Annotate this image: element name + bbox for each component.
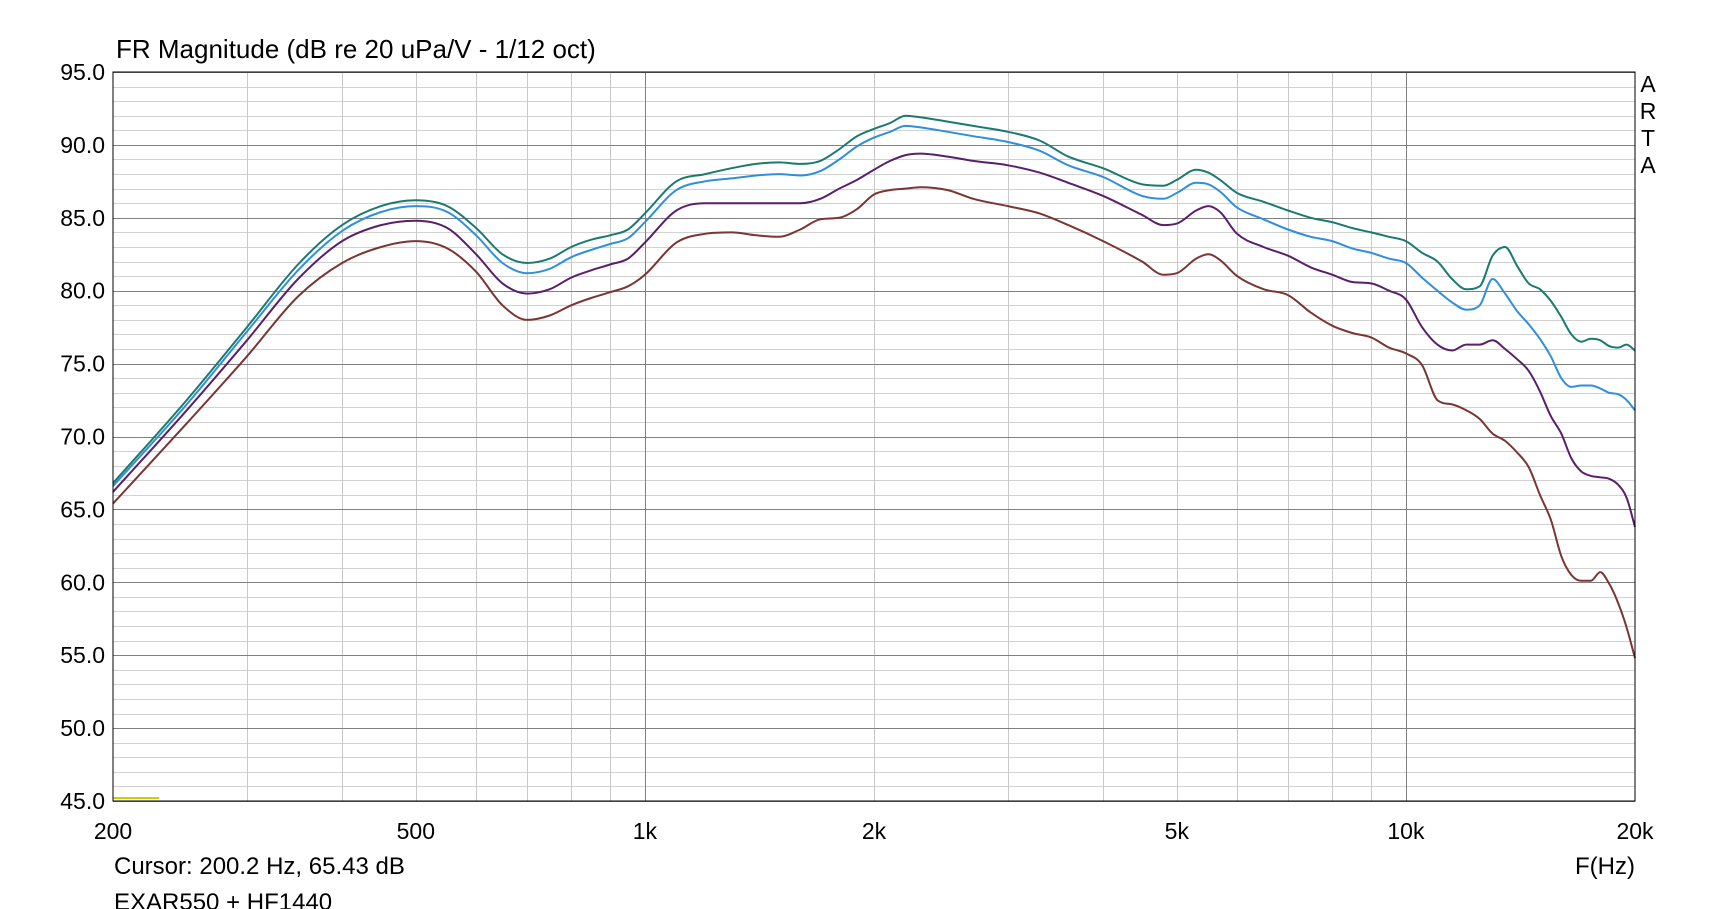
y-tick-label: 45.0 <box>60 788 105 814</box>
y-tick-label: 90.0 <box>60 132 105 158</box>
watermark-letter: R <box>1640 98 1657 124</box>
y-tick-label: 95.0 <box>60 59 105 85</box>
y-tick-label: 65.0 <box>60 496 105 522</box>
x-tick-label: 5k <box>1165 818 1190 844</box>
x-tick-label: 200 <box>94 818 132 844</box>
series-line-1 <box>112 114 1636 484</box>
y-tick-label: 80.0 <box>60 278 105 304</box>
y-tick-label: 75.0 <box>60 351 105 377</box>
y-tick-label: 55.0 <box>60 642 105 668</box>
plot-frame <box>112 71 1636 802</box>
y-tick-label: 60.0 <box>60 569 105 595</box>
major-grid <box>113 72 1635 802</box>
x-tick-label: 20k <box>1616 818 1654 844</box>
watermark-letter: A <box>1640 71 1656 97</box>
series-line-4 <box>112 186 1636 659</box>
x-tick-label: 10k <box>1387 818 1425 844</box>
y-tick-label: 50.0 <box>60 715 105 741</box>
minor-grid <box>113 72 1635 801</box>
x-axis-label: F(Hz) <box>1575 853 1635 880</box>
x-tick-labels: 200 500 1k 2k 5k 10k 20k <box>94 818 1654 844</box>
y-tick-label: 85.0 <box>60 205 105 231</box>
x-tick-label: 500 <box>397 818 435 844</box>
cursor-readout: Cursor: 200.2 Hz, 65.43 dB <box>114 853 405 880</box>
series-line-2 <box>112 124 1636 487</box>
watermark-letter: A <box>1640 152 1656 178</box>
series-layer <box>112 114 1636 659</box>
chart-title: FR Magnitude (dB re 20 uPa/V - 1/12 oct) <box>116 34 596 64</box>
y-tick-labels: 95.0 90.0 85.0 80.0 75.0 70.0 65.0 60.0 55.0 50.0… <box>60 59 105 814</box>
watermark-letter: T <box>1641 125 1655 151</box>
y-tick-label: 70.0 <box>60 424 105 450</box>
x-tick-label: 2k <box>862 818 887 844</box>
series-line-3 <box>112 152 1636 528</box>
x-tick-label: 1k <box>633 818 658 844</box>
measurement-name: EXAR550 + HF1440 <box>114 889 332 909</box>
